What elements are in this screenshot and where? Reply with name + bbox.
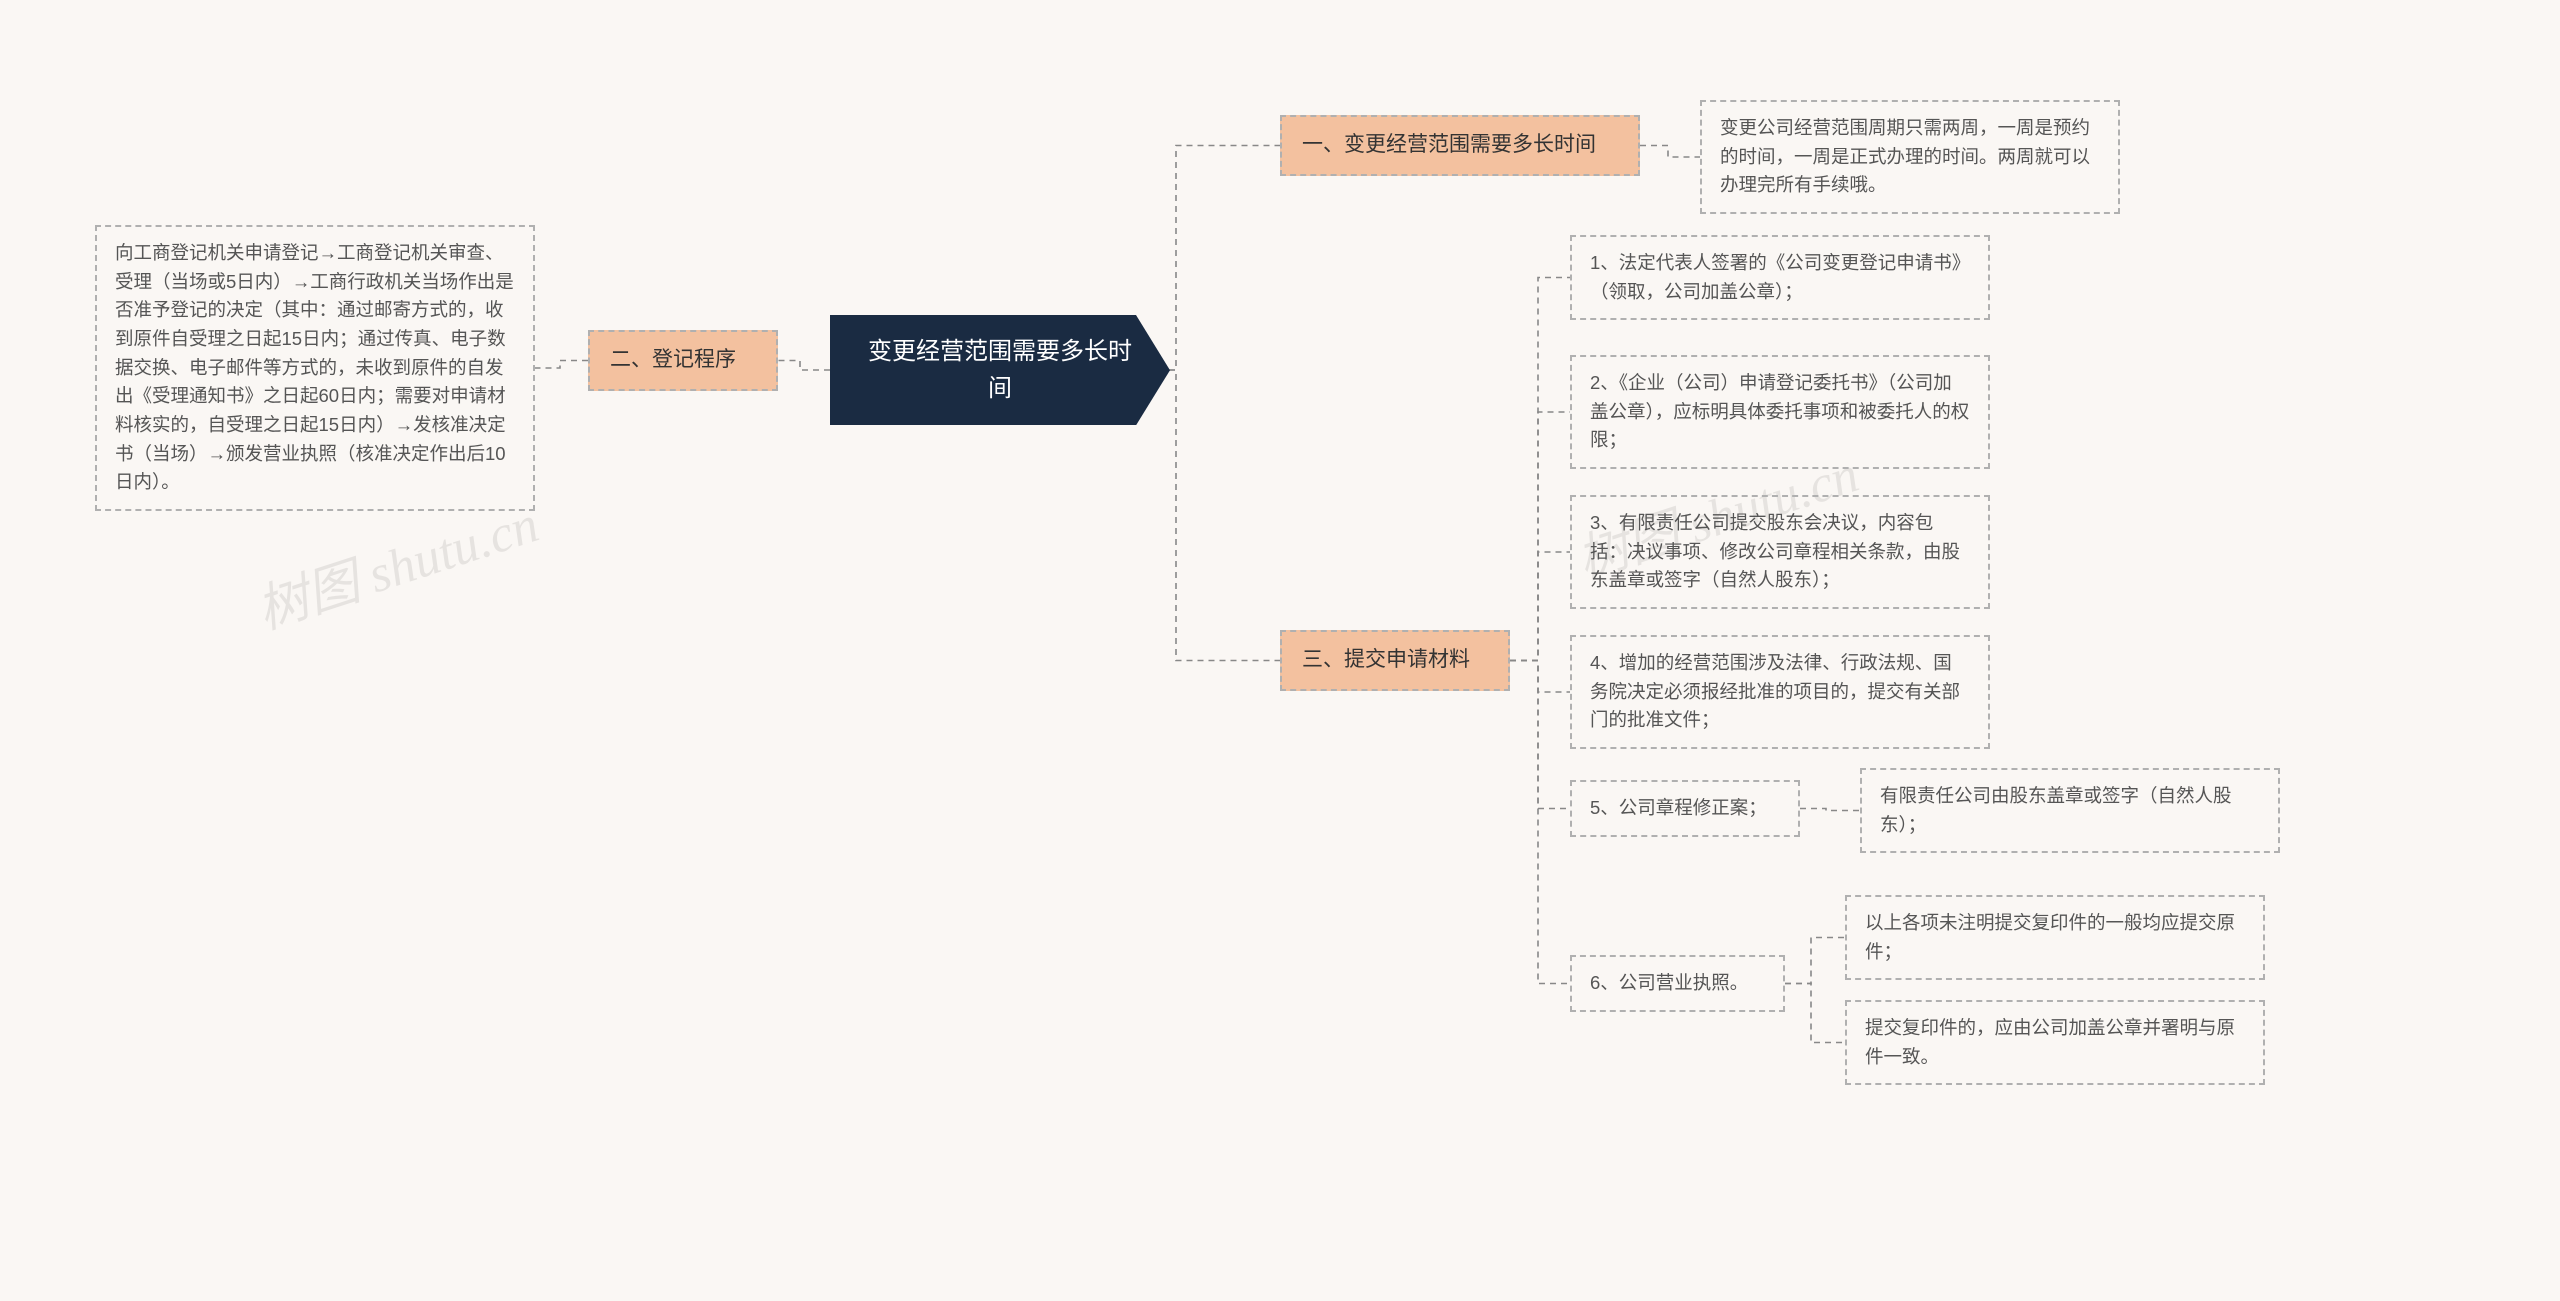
leaf-b3-3: 3、有限责任公司提交股东会决议，内容包括：决议事项、修改公司章程相关条款，由股东… [1570,495,1990,609]
leaf-b3-6-1: 以上各项未注明提交复印件的一般均应提交原件； [1845,895,2265,980]
root-node: 变更经营范围需要多长时间 [830,315,1170,425]
root-label: 变更经营范围需要多长时间 [868,338,1132,402]
leaf-b3-6-2: 提交复印件的，应由公司加盖公章并署明与原件一致。 [1845,1000,2265,1085]
leaf-b2-1: 向工商登记机关申请登记→工商登记机关审查、受理（当场或5日内）→工商行政机关当场… [95,225,535,511]
leaf-b3-2: 2、《企业（公司）申请登记委托书》（公司加盖公章），应标明具体委托事项和被委托人… [1570,355,1990,469]
leaf-b3-5: 5、公司章程修正案； [1570,780,1800,837]
leaf-b1-1: 变更公司经营范围周期只需两周，一周是预约的时间，一周是正式办理的时间。两周就可以… [1700,100,2120,214]
leaf-b3-4: 4、增加的经营范围涉及法律、行政法规、国务院决定必须报经批准的项目的，提交有关部… [1570,635,1990,749]
leaf-b3-6: 6、公司营业执照。 [1570,955,1785,1012]
leaf-b3-5-1: 有限责任公司由股东盖章或签字（自然人股东）； [1860,768,2280,853]
branch-b3: 三、提交申请材料 [1280,630,1510,691]
branch-b1: 一、变更经营范围需要多长时间 [1280,115,1640,176]
branch-b2: 二、登记程序 [588,330,778,391]
leaf-b3-1: 1、法定代表人签署的《公司变更登记申请书》（领取，公司加盖公章）； [1570,235,1990,320]
